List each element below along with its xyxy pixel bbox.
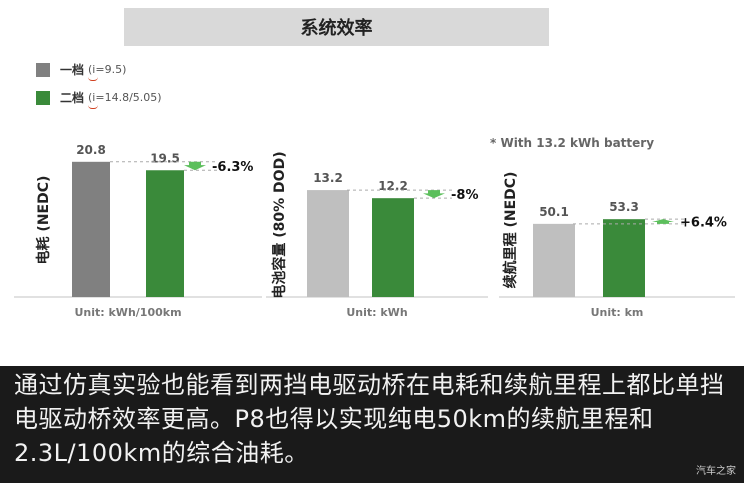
change-label-range: +6.4% [680, 216, 727, 231]
caption-background [0, 366, 744, 483]
bar-gear2-range [603, 219, 645, 297]
legend-item-gear1: 一档 (i=9.5) [36, 61, 127, 81]
y-axis-label-battery: 电池容量 (80% DOD) [271, 151, 288, 298]
value-label-gear1-energy: 20.8 [76, 143, 106, 157]
bar-gear2-energy [146, 170, 184, 297]
y-axis-label-range: 续航里程 (NEDC) [502, 172, 519, 289]
unit-label-battery: Unit: kWh [346, 306, 407, 319]
chart-panel-range: 50.1 53.3 +6.4% 续航里程 (NEDC) Unit: km [499, 172, 735, 319]
value-label-gear2-battery: 12.2 [378, 179, 408, 193]
battery-note: * With 13.2 kWh battery [490, 136, 655, 150]
legend-label-gear1: 一档 [60, 63, 85, 77]
change-arrow-range [652, 219, 674, 224]
chart-panel-battery: 13.2 12.2 -8% 电池容量 (80% DOD) Unit: kWh [266, 151, 488, 319]
unit-label-energy: Unit: kWh/100km [74, 306, 181, 319]
value-label-gear1-battery: 13.2 [313, 171, 343, 185]
change-arrow-battery [423, 190, 445, 199]
bar-gear1-battery [307, 190, 349, 297]
bar-gear2-battery [372, 198, 414, 297]
value-label-gear1-range: 50.1 [539, 205, 569, 219]
legend-item-gear2: 二档 (i=14.8/5.05) [36, 89, 162, 109]
caption-text: 通过仿真实验也能看到两挡电驱动桥在电耗和续航里程上都比单挡电驱动桥效率更高。P8… [14, 371, 725, 467]
chart-panel-energy: 20.8 19.5 -6.3% 电耗 (NEDC) Unit: kWh/100km [14, 143, 262, 319]
value-label-gear2-range: 53.3 [609, 200, 639, 214]
y-axis-label-energy: 电耗 (NEDC) [35, 176, 52, 265]
bar-gear1-energy [72, 161, 110, 297]
unit-label-range: Unit: km [591, 306, 644, 319]
bar-gear1-range [533, 223, 575, 297]
chart-title: 系统效率 [300, 18, 373, 39]
legend-swatch-gear1 [36, 62, 50, 77]
watermark: 汽车之家 [696, 466, 736, 477]
change-label-battery: -8% [451, 188, 478, 203]
chart-title-box: 系统效率 [124, 8, 549, 46]
legend-label-gear2: 二档 [60, 91, 85, 105]
legend-sub-gear1: (i=9.5) [88, 63, 127, 81]
change-arrow-energy [184, 161, 206, 171]
legend-sub-gear2: (i=14.8/5.05) [88, 91, 162, 109]
value-label-gear2-energy: 19.5 [150, 151, 180, 165]
change-label-energy: -6.3% [212, 160, 253, 175]
legend-swatch-gear2 [36, 90, 50, 105]
